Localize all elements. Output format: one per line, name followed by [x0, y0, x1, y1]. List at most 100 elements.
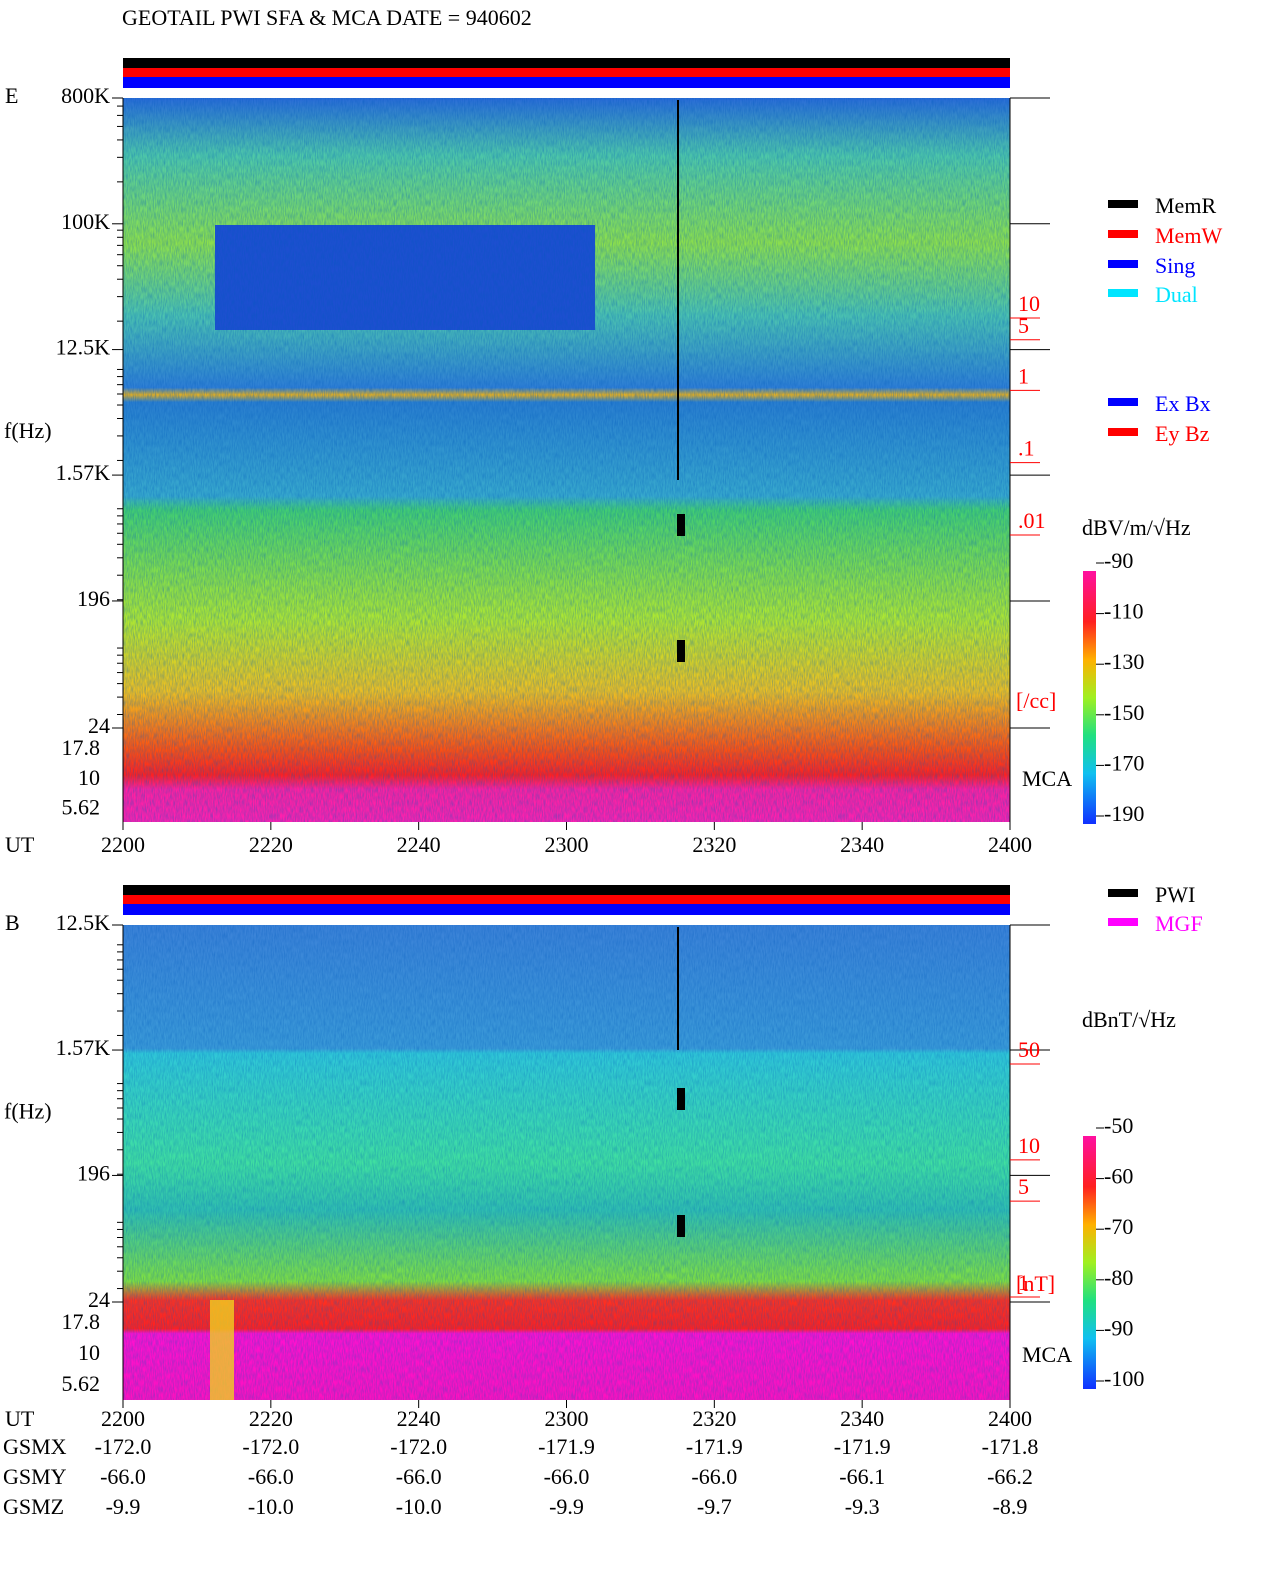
y2-unit: [nT]: [1016, 1271, 1055, 1296]
component-label: E: [5, 83, 18, 108]
status-memw: [123, 895, 1010, 904]
mca-tick-label: 17.8: [62, 735, 101, 760]
y2-tick-label: 1: [1018, 363, 1029, 388]
legend-label: MemR: [1155, 193, 1216, 218]
orbit-value: -171.9: [686, 1434, 743, 1459]
orbit-value: -9.9: [106, 1494, 141, 1519]
x-axis-label: UT: [5, 1406, 35, 1431]
y-tick-label: 12.5K: [56, 910, 111, 935]
y2-tick-label: 1: [1018, 1270, 1029, 1295]
orbit-value: -172.0: [95, 1434, 152, 1459]
y-tick-label: 1.57K: [56, 460, 111, 485]
status-sing: [123, 904, 1010, 915]
x-tick-label: 2200: [101, 832, 145, 857]
x-tick-label: 2200: [101, 1406, 145, 1431]
orbit-value: -66.0: [544, 1464, 590, 1489]
legend-swatch: [1108, 918, 1138, 926]
status-pwi: [123, 885, 1010, 895]
x-tick-label: 2400: [988, 832, 1032, 857]
orbit-value: -172.0: [242, 1434, 299, 1459]
colorbar-label: dBnT/√Hz: [1082, 1007, 1176, 1032]
colorbar-tick-label: -90: [1104, 1315, 1133, 1340]
colorbar-tick-label: -50: [1104, 1113, 1133, 1138]
legend-label: MemW: [1155, 223, 1222, 248]
x-tick-label: 2340: [840, 1406, 884, 1431]
legend-swatch: [1108, 289, 1138, 297]
colorbar-e: [1083, 571, 1096, 824]
y2-unit: [/cc]: [1016, 688, 1056, 713]
yellow-burst: [210, 1300, 234, 1400]
legend-swatch: [1108, 428, 1138, 436]
legend-label: Ex Bx: [1155, 391, 1211, 416]
orbit-row-name: GSMZ: [3, 1494, 64, 1519]
status-sing: [123, 77, 1010, 88]
orbit-value: -10.0: [396, 1494, 442, 1519]
colorbar-tick-label: -110: [1104, 599, 1144, 624]
x-tick-label: 2240: [397, 1406, 441, 1431]
legend-label: Dual: [1155, 282, 1198, 307]
mca-label: MCA: [1022, 766, 1072, 791]
legend-swatch: [1108, 889, 1138, 897]
colorbar-tick-label: -190: [1104, 801, 1144, 826]
legend-label: Ey Bz: [1155, 421, 1210, 446]
mca-tick-label: 10: [78, 765, 100, 790]
orbit-value: -171.9: [834, 1434, 891, 1459]
orbit-value: -66.0: [691, 1464, 737, 1489]
colorbar-tick-label: -90: [1104, 548, 1133, 573]
mca-tick-label: 17.8: [62, 1309, 101, 1334]
status-memr: [123, 58, 1010, 68]
gap: [677, 640, 685, 662]
orbit-value: -171.9: [538, 1434, 595, 1459]
x-axis-label: UT: [5, 832, 35, 857]
mca-tick-label: 5.62: [62, 795, 101, 820]
orbit-value: -66.0: [248, 1464, 294, 1489]
orbit-value: -66.1: [839, 1464, 885, 1489]
texture: [123, 98, 1010, 822]
orbit-row-name: GSMY: [3, 1464, 67, 1489]
mca-tick-label: 10: [78, 1340, 100, 1365]
colorbar-tick-label: -100: [1104, 1366, 1144, 1391]
y-tick-label: 24: [88, 713, 110, 738]
legend-label: PWI: [1155, 882, 1195, 907]
y-axis-label: f(Hz): [4, 418, 52, 443]
status-memw: [123, 68, 1010, 77]
colorbar-tick-label: -60: [1104, 1164, 1133, 1189]
legend-swatch: [1108, 200, 1138, 208]
texture: [123, 925, 1010, 1400]
title: GEOTAIL PWI SFA & MCA DATE = 940602: [122, 5, 532, 30]
y2-tick-label: 50: [1018, 1037, 1040, 1062]
orbit-row-name: GSMX: [3, 1434, 67, 1459]
colorbar-tick-label: -130: [1104, 649, 1144, 674]
y2-tick-label: 10: [1018, 291, 1040, 316]
y2-tick-label: 5: [1018, 1174, 1029, 1199]
y-tick-label: 1.57K: [56, 1035, 111, 1060]
orbit-value: -66.0: [396, 1464, 442, 1489]
y-tick-label: 24: [88, 1287, 110, 1312]
mca-label: MCA: [1022, 1342, 1072, 1367]
orbit-value: -171.8: [982, 1434, 1039, 1459]
gap: [677, 1215, 685, 1237]
y-axis-label: f(Hz): [4, 1099, 52, 1124]
y2-tick-label: .01: [1018, 508, 1046, 533]
mca-tick-label: 5.62: [62, 1371, 101, 1396]
orbit-value: -66.0: [100, 1464, 146, 1489]
gap: [677, 1088, 685, 1110]
orbit-value: -9.7: [697, 1494, 732, 1519]
y2-tick-label: 5: [1018, 313, 1029, 338]
orbit-value: -9.3: [845, 1494, 880, 1519]
y2-tick-label: 10: [1018, 1133, 1040, 1158]
legend-label: MGF: [1155, 911, 1203, 936]
legend-swatch: [1108, 398, 1138, 406]
colorbar-label: dBV/m/√Hz: [1082, 515, 1191, 540]
orbit-value: -8.9: [993, 1494, 1028, 1519]
orbit-value: -172.0: [390, 1434, 447, 1459]
x-tick-label: 2240: [397, 832, 441, 857]
y-tick-label: 196: [77, 586, 110, 611]
y-tick-label: 100K: [61, 209, 110, 234]
colorbar-b: [1083, 1136, 1096, 1389]
x-tick-label: 2340: [840, 832, 884, 857]
colorbar-tick-label: -150: [1104, 700, 1144, 725]
